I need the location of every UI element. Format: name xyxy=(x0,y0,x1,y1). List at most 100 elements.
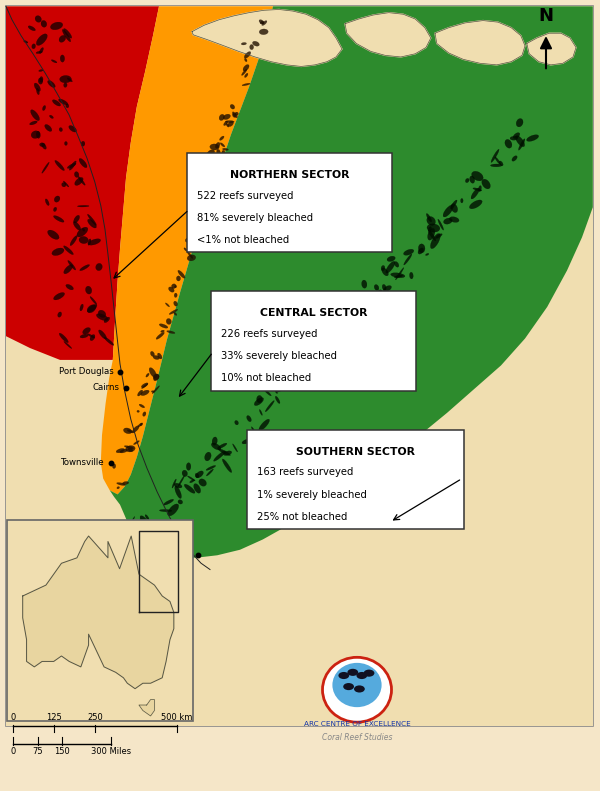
Ellipse shape xyxy=(151,391,155,392)
Ellipse shape xyxy=(216,162,220,167)
Ellipse shape xyxy=(74,172,79,177)
Ellipse shape xyxy=(36,51,43,54)
Ellipse shape xyxy=(469,200,482,209)
Ellipse shape xyxy=(140,516,151,529)
Text: 250: 250 xyxy=(87,713,103,722)
Ellipse shape xyxy=(138,423,142,426)
Ellipse shape xyxy=(87,305,96,313)
Ellipse shape xyxy=(290,364,295,370)
Ellipse shape xyxy=(207,149,215,157)
Ellipse shape xyxy=(31,110,40,120)
Text: 125: 125 xyxy=(46,713,62,722)
Polygon shape xyxy=(101,6,273,494)
Ellipse shape xyxy=(311,354,317,361)
Ellipse shape xyxy=(201,182,207,190)
Ellipse shape xyxy=(70,236,77,246)
Ellipse shape xyxy=(59,75,71,83)
Ellipse shape xyxy=(222,157,227,165)
Ellipse shape xyxy=(168,504,179,516)
Ellipse shape xyxy=(55,161,64,171)
Ellipse shape xyxy=(203,182,211,186)
Ellipse shape xyxy=(58,312,62,317)
Ellipse shape xyxy=(152,386,160,394)
Ellipse shape xyxy=(338,672,349,679)
Ellipse shape xyxy=(97,313,108,320)
Ellipse shape xyxy=(31,131,40,138)
Ellipse shape xyxy=(210,144,219,150)
Ellipse shape xyxy=(137,390,143,396)
Ellipse shape xyxy=(88,239,91,245)
Ellipse shape xyxy=(59,99,68,105)
Text: 0: 0 xyxy=(11,713,16,722)
Ellipse shape xyxy=(330,329,337,335)
Ellipse shape xyxy=(244,59,247,62)
Ellipse shape xyxy=(156,332,164,339)
Ellipse shape xyxy=(151,351,154,357)
Ellipse shape xyxy=(195,210,204,213)
Ellipse shape xyxy=(40,143,45,147)
Ellipse shape xyxy=(365,305,372,312)
Ellipse shape xyxy=(366,295,373,303)
Ellipse shape xyxy=(74,215,80,223)
Ellipse shape xyxy=(215,184,217,187)
Ellipse shape xyxy=(512,156,517,161)
Ellipse shape xyxy=(381,266,385,271)
Ellipse shape xyxy=(426,214,431,221)
Ellipse shape xyxy=(153,355,160,359)
Ellipse shape xyxy=(163,499,173,505)
Ellipse shape xyxy=(173,301,178,306)
Ellipse shape xyxy=(80,304,83,311)
Ellipse shape xyxy=(77,206,89,207)
Ellipse shape xyxy=(139,404,145,408)
Ellipse shape xyxy=(212,437,217,445)
Text: 226 reefs surveyed: 226 reefs surveyed xyxy=(221,329,318,339)
Ellipse shape xyxy=(277,384,283,392)
Ellipse shape xyxy=(247,415,251,422)
Ellipse shape xyxy=(515,135,524,147)
Ellipse shape xyxy=(137,528,145,536)
Ellipse shape xyxy=(190,479,194,483)
Text: 522 reefs surveyed: 522 reefs surveyed xyxy=(197,191,294,201)
Ellipse shape xyxy=(394,275,403,278)
Ellipse shape xyxy=(69,161,76,170)
Ellipse shape xyxy=(206,172,212,180)
Ellipse shape xyxy=(438,219,443,230)
Ellipse shape xyxy=(295,354,308,362)
Ellipse shape xyxy=(35,16,41,22)
Ellipse shape xyxy=(242,69,247,75)
Ellipse shape xyxy=(142,384,148,388)
Polygon shape xyxy=(23,536,174,689)
Ellipse shape xyxy=(79,158,87,168)
Ellipse shape xyxy=(377,293,390,304)
Ellipse shape xyxy=(443,205,454,217)
Ellipse shape xyxy=(291,378,296,387)
Ellipse shape xyxy=(82,229,85,231)
Ellipse shape xyxy=(220,136,224,140)
Ellipse shape xyxy=(175,286,176,288)
Text: 150: 150 xyxy=(55,747,70,756)
Ellipse shape xyxy=(133,426,139,433)
Ellipse shape xyxy=(223,114,230,119)
Ellipse shape xyxy=(232,112,238,118)
Ellipse shape xyxy=(64,265,73,274)
Ellipse shape xyxy=(114,532,126,541)
Ellipse shape xyxy=(67,78,73,81)
Ellipse shape xyxy=(161,330,164,332)
Ellipse shape xyxy=(32,44,35,49)
Ellipse shape xyxy=(90,335,95,341)
Ellipse shape xyxy=(257,396,262,403)
Ellipse shape xyxy=(174,312,177,316)
Ellipse shape xyxy=(153,374,159,380)
Ellipse shape xyxy=(145,515,149,520)
Ellipse shape xyxy=(69,126,77,132)
Polygon shape xyxy=(192,9,342,66)
Ellipse shape xyxy=(197,244,203,249)
Ellipse shape xyxy=(354,685,365,693)
Ellipse shape xyxy=(182,470,187,476)
Ellipse shape xyxy=(137,522,148,533)
Ellipse shape xyxy=(59,333,68,343)
Ellipse shape xyxy=(275,396,280,403)
Ellipse shape xyxy=(430,233,440,248)
Ellipse shape xyxy=(192,241,198,249)
Text: SOUTHERN SECTOR: SOUTHERN SECTOR xyxy=(296,447,415,457)
